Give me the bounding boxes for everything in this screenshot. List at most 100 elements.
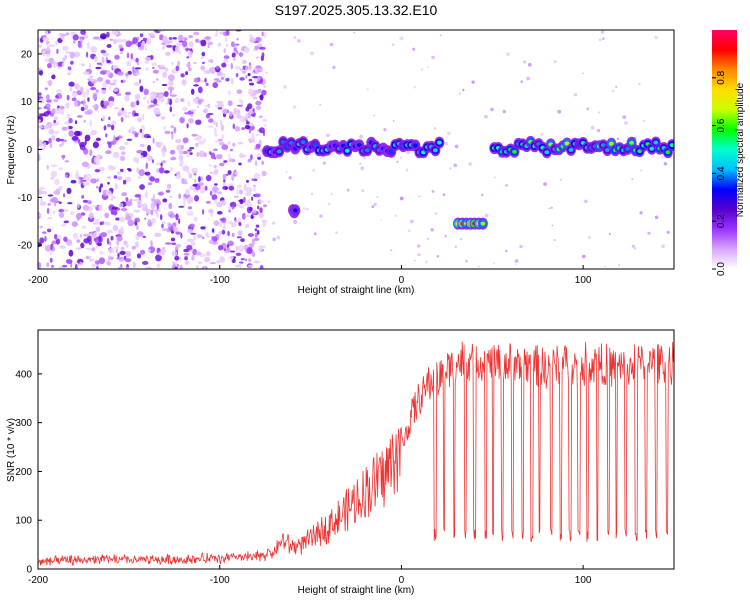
noise-blob <box>227 109 229 114</box>
noise-speck <box>663 162 667 166</box>
noise-blob <box>242 59 247 64</box>
noise-blob <box>42 36 50 42</box>
noise-blob <box>217 42 222 47</box>
noise-blob <box>161 223 164 229</box>
noise-speck <box>639 211 643 215</box>
noise-blob <box>190 241 196 246</box>
noise-speck <box>421 68 424 71</box>
noise-blob <box>124 258 132 263</box>
noise-blob <box>95 226 101 233</box>
noise-speck <box>596 128 601 133</box>
noise-blob <box>228 90 231 96</box>
noise-blob <box>103 125 107 131</box>
noise-blob <box>218 231 222 236</box>
noise-blob <box>263 204 267 208</box>
noise-blob <box>228 221 234 225</box>
noise-blob <box>95 218 101 225</box>
line-panel: -200 -100 0 100 0 100 200 300 400 Height of str… <box>6 329 675 596</box>
noise-blob <box>247 103 253 110</box>
noise-blob <box>172 113 176 117</box>
noise-speck <box>409 219 414 224</box>
noise-blob <box>89 78 95 82</box>
noise-blob <box>255 133 260 137</box>
noise-blob <box>81 63 85 67</box>
noise-blob <box>96 178 99 182</box>
noise-blob <box>236 89 243 94</box>
noise-blob <box>189 185 196 191</box>
chart-title: S197.2025.305.13.32.E10 <box>275 2 438 18</box>
noise-blob <box>42 231 47 234</box>
noise-blob <box>150 218 157 224</box>
noise-blob <box>80 146 87 151</box>
noise-blob <box>205 82 209 86</box>
noise-blob <box>169 88 173 95</box>
noise-blob <box>235 252 242 256</box>
noise-blob <box>115 248 118 254</box>
noise-blob <box>203 266 206 269</box>
noise-blob <box>138 203 143 207</box>
noise-blob <box>175 65 180 72</box>
noise-blob <box>243 184 247 187</box>
noise-blob <box>125 250 131 257</box>
noise-blob <box>46 207 50 214</box>
noise-blob <box>106 69 111 76</box>
echo-core <box>568 147 574 152</box>
noise-blob <box>182 137 189 144</box>
noise-blob <box>116 240 120 246</box>
noise-blob <box>69 51 76 59</box>
noise-blob <box>201 61 205 64</box>
noise-blob <box>193 31 200 36</box>
noise-blob <box>252 96 258 100</box>
noise-blob <box>159 167 165 174</box>
noise-speck <box>442 193 446 197</box>
noise-blob <box>228 209 232 213</box>
noise-blob <box>174 97 180 104</box>
noise-blob <box>173 126 177 134</box>
noise-blob <box>198 140 205 145</box>
noise-blob <box>179 98 185 102</box>
noise-blob <box>61 264 68 268</box>
noise-blob <box>254 45 260 50</box>
noise-speck <box>406 150 411 155</box>
noise-speck <box>548 207 551 210</box>
noise-blob <box>54 107 62 115</box>
noise-speck <box>319 103 322 106</box>
noise-blob <box>79 86 84 93</box>
y-tick-label: 20 <box>21 49 33 60</box>
noise-blob <box>183 199 186 207</box>
noise-blob <box>129 198 133 202</box>
noise-speck <box>267 200 271 204</box>
noise-blob <box>225 30 230 36</box>
noise-blob <box>82 99 86 107</box>
line-series-group <box>38 341 674 566</box>
noise-blob <box>178 256 182 261</box>
noise-blob <box>215 122 218 127</box>
noise-blob <box>172 37 177 40</box>
noise-blob <box>247 158 252 163</box>
noise-blob <box>175 261 178 267</box>
noise-speck <box>371 205 375 209</box>
noise-blob <box>251 196 254 201</box>
noise-blob <box>126 60 131 67</box>
noise-speck <box>603 265 606 268</box>
noise-blob <box>223 160 228 163</box>
noise-blob <box>233 107 238 114</box>
noise-blob <box>139 143 145 148</box>
noise-speck <box>553 60 557 64</box>
noise-blob <box>155 254 162 262</box>
noise-speck <box>436 254 440 258</box>
noise-blob <box>134 194 142 198</box>
noise-blob <box>152 66 155 69</box>
noise-speck <box>332 65 336 69</box>
noise-speck <box>373 202 377 207</box>
noise-blob <box>200 65 206 71</box>
noise-speck <box>400 156 402 159</box>
noise-blob <box>45 30 48 36</box>
noise-blob <box>75 247 82 250</box>
noise-speck <box>265 71 268 74</box>
noise-blob <box>226 141 231 145</box>
noise-speck <box>526 76 530 81</box>
noise-blob <box>122 179 127 185</box>
noise-blob <box>178 150 184 155</box>
